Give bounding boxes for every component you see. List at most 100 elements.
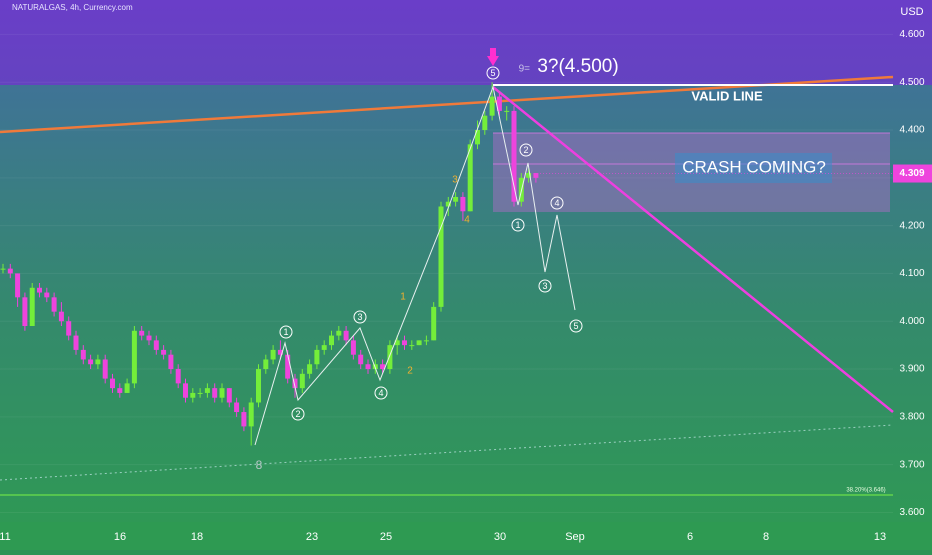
candle-body bbox=[0, 268, 6, 270]
currency: USD bbox=[900, 6, 923, 18]
candle-body bbox=[183, 383, 188, 398]
candle-body bbox=[37, 287, 42, 293]
candle-body bbox=[110, 378, 115, 389]
count-label: 8 bbox=[256, 458, 263, 472]
candle-body bbox=[153, 340, 159, 350]
candle-body bbox=[511, 110, 517, 202]
candle-body bbox=[44, 292, 50, 298]
candle-body bbox=[190, 392, 196, 398]
candle-body bbox=[475, 130, 480, 145]
x-tick-label: 18 bbox=[191, 531, 203, 543]
candle-body bbox=[102, 359, 108, 379]
x-tick-label: Sep bbox=[565, 531, 585, 543]
candle-body bbox=[204, 388, 210, 393]
candle-body bbox=[445, 201, 451, 207]
target: 3?(4.500) bbox=[537, 56, 618, 77]
candle-body bbox=[387, 345, 393, 370]
candle-body bbox=[438, 206, 444, 307]
candle-body bbox=[526, 173, 532, 178]
candle-body bbox=[453, 196, 459, 202]
wave-label: 3 bbox=[542, 281, 547, 291]
candle-body bbox=[234, 402, 240, 413]
candle-body bbox=[416, 340, 422, 346]
wave-label: 4 bbox=[554, 198, 559, 208]
candle-body bbox=[402, 340, 407, 346]
candle-body bbox=[409, 345, 415, 347]
wave-circle bbox=[569, 319, 583, 333]
candle-body bbox=[168, 354, 174, 370]
sub-wave-label: 4 bbox=[464, 215, 470, 226]
x-tick-label: 30 bbox=[494, 531, 506, 543]
wave-label: 1 bbox=[283, 327, 288, 337]
wave-circle bbox=[279, 325, 293, 339]
dotted-trend bbox=[0, 424, 894, 481]
candle-body bbox=[248, 402, 254, 427]
candle-body bbox=[117, 388, 123, 393]
x-tick-label: 11 bbox=[0, 531, 11, 543]
candle-body bbox=[482, 115, 488, 131]
arrow-icon bbox=[487, 48, 499, 66]
candle-body bbox=[380, 364, 386, 370]
wave-label: 5 bbox=[573, 321, 578, 331]
candle-body bbox=[197, 392, 203, 394]
candle-body bbox=[277, 349, 283, 355]
candle-body bbox=[336, 330, 342, 336]
candle-body bbox=[489, 96, 495, 116]
crash-box bbox=[675, 153, 832, 183]
wave-circle bbox=[486, 66, 500, 80]
fib-label: 38.20%(3.646) bbox=[846, 488, 885, 494]
candle-body bbox=[533, 173, 539, 178]
candle-body bbox=[307, 364, 313, 374]
y-tick-label: 4.600 bbox=[899, 29, 924, 40]
sub-wave-label: 2 bbox=[407, 366, 413, 377]
candle-body bbox=[175, 369, 181, 384]
wave-label: 2 bbox=[523, 145, 528, 155]
symbol: NATURALGAS, 4h, Currency.com bbox=[12, 3, 133, 12]
candle-body bbox=[95, 359, 101, 365]
candle-body bbox=[365, 364, 371, 370]
wave-circle bbox=[511, 218, 525, 232]
candle-body bbox=[460, 196, 466, 212]
candle-body bbox=[7, 268, 13, 274]
y-tick-label: 4.400 bbox=[899, 125, 924, 136]
y-tick-label: 4.000 bbox=[899, 316, 924, 327]
candle-body bbox=[314, 349, 320, 365]
wave-circle bbox=[374, 386, 388, 400]
y-tick-label: 4.200 bbox=[899, 220, 924, 231]
candle-body bbox=[124, 383, 130, 393]
candle-body bbox=[285, 354, 291, 379]
last-price-tag bbox=[893, 164, 932, 183]
candle-body bbox=[321, 345, 327, 350]
wave-label: 4 bbox=[378, 388, 383, 398]
target-prefix: 9= bbox=[519, 64, 531, 75]
last-price-label: 4.309 bbox=[899, 168, 924, 179]
x-tick-label: 25 bbox=[380, 531, 392, 543]
wave-circle bbox=[550, 196, 564, 210]
candle-body bbox=[212, 388, 218, 398]
candle-body bbox=[299, 373, 305, 389]
candle-body bbox=[219, 388, 225, 398]
wave-circle bbox=[291, 407, 305, 421]
candle-body bbox=[139, 330, 145, 336]
y-tick-label: 3.800 bbox=[899, 411, 924, 422]
y-tick-label: 4.100 bbox=[899, 268, 924, 279]
candle-body bbox=[329, 335, 334, 346]
wave-path bbox=[254, 85, 576, 446]
candle-body bbox=[73, 335, 79, 350]
candle-body bbox=[350, 340, 356, 355]
candle-body bbox=[161, 349, 167, 355]
candle-body bbox=[131, 330, 137, 384]
candle-body bbox=[270, 349, 276, 360]
wave-label: 1 bbox=[515, 220, 520, 230]
candle-body bbox=[146, 335, 152, 341]
y-tick-label: 3.700 bbox=[899, 459, 924, 470]
candle-body bbox=[256, 369, 261, 403]
wave-label: 3 bbox=[357, 312, 362, 322]
candle-body bbox=[80, 349, 86, 360]
x-tick-label: 6 bbox=[687, 531, 693, 543]
y-tick-label: 4.500 bbox=[899, 77, 924, 88]
sub-wave-label: 1 bbox=[400, 292, 406, 303]
crash-line bbox=[492, 86, 894, 413]
wave-circle bbox=[538, 279, 552, 293]
